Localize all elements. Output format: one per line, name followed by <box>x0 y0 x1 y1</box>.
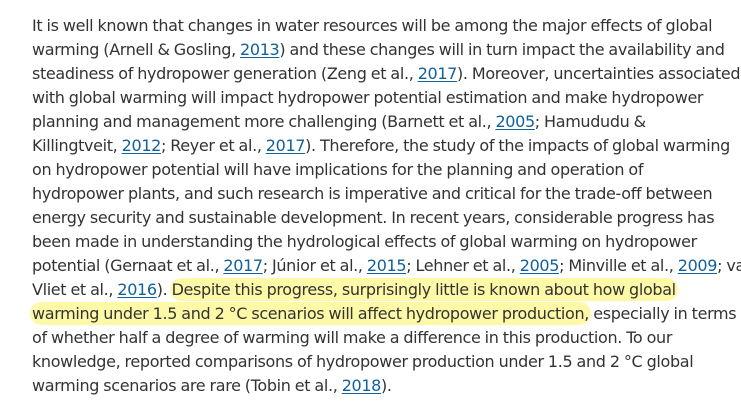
text-line: warming under 1.5 and 2 °C scenarios wil… <box>32 302 737 326</box>
text-line: on hydropower potential will have implic… <box>32 158 732 182</box>
citation-year-link[interactable]: 2009 <box>677 256 718 275</box>
text-line: warming scenarios are rare (Tobin et al.… <box>32 374 732 398</box>
body-text: ; Lehner et al., <box>406 256 520 275</box>
body-text: hydropower plants, and such research is … <box>32 184 713 203</box>
citation-year-link[interactable]: 2013 <box>240 40 280 59</box>
body-text: ). Moreover, uncertainties associated <box>457 64 741 83</box>
body-text: knowledge, reported comparisons of hydro… <box>32 352 694 371</box>
body-text: ). Therefore, the study of the impacts o… <box>305 136 730 155</box>
highlighted-text: warming under 1.5 and 2 °C scenarios wil… <box>32 304 589 323</box>
citation-year-link[interactable]: 2015 <box>366 256 407 275</box>
body-text: Killingtveit, <box>32 136 122 155</box>
citation-year-link[interactable]: 2005 <box>495 112 535 131</box>
body-text: warming (Arnell & Gosling, <box>32 40 241 59</box>
text-line: warming (Arnell & Gosling, 2013) and the… <box>32 38 732 62</box>
body-text: energy security and sustainable developm… <box>32 208 715 227</box>
text-line: hydropower plants, and such research is … <box>32 182 732 206</box>
body-text: ; van <box>717 256 741 275</box>
body-text: especially in terms <box>589 304 737 323</box>
body-text: Vliet et al., <box>32 280 118 299</box>
text-line: Vliet et al., 2016). Despite this progre… <box>32 278 732 302</box>
body-text: ). <box>156 280 172 299</box>
body-text: ; Hamududu & <box>534 112 646 131</box>
text-line: energy security and sustainable developm… <box>32 206 732 230</box>
text-line: It is well known that changes in water r… <box>32 14 732 38</box>
body-text: with global warming will impact hydropow… <box>32 88 704 107</box>
article-paragraph: It is well known that changes in water r… <box>32 14 741 398</box>
body-text: on hydropower potential will have implic… <box>32 160 644 179</box>
body-text: planning and management more challenging… <box>32 112 496 131</box>
text-line: steadiness of hydropower generation (Zen… <box>32 62 741 86</box>
body-text: It is well known that changes in water r… <box>32 16 713 35</box>
text-line: knowledge, reported comparisons of hydro… <box>32 350 732 374</box>
text-line: potential (Gernaat et al., 2017; Júnior … <box>32 254 741 278</box>
body-text: ) and these changes will in turn impact … <box>279 40 725 59</box>
citation-year-link[interactable]: 2018 <box>341 376 382 395</box>
citation-year-link[interactable]: 2017 <box>223 256 263 275</box>
body-text: ; Reyer et al., <box>160 136 266 155</box>
text-line: been made in understanding the hydrologi… <box>32 230 732 254</box>
citation-year-link[interactable]: 2016 <box>117 280 157 299</box>
body-text: steadiness of hydropower generation (Zen… <box>32 64 418 83</box>
highlighted-text: Despite this progress, surprisingly litt… <box>171 280 676 299</box>
citation-year-link[interactable]: 2012 <box>121 136 162 155</box>
body-text: of whether half a degree of warming will… <box>32 328 673 347</box>
text-line: with global warming will impact hydropow… <box>32 86 732 110</box>
body-text: ). <box>381 376 392 395</box>
body-text: warming scenarios are rare (Tobin et al.… <box>32 376 342 395</box>
text-line: Killingtveit, 2012; Reyer et al., 2017).… <box>32 134 732 158</box>
body-text: ; Júnior et al., <box>262 256 367 275</box>
text-line: planning and management more challenging… <box>32 110 732 134</box>
text-line: of whether half a degree of warming will… <box>32 326 732 350</box>
citation-year-link[interactable]: 2017 <box>265 136 306 155</box>
body-text: been made in understanding the hydrologi… <box>32 232 697 251</box>
citation-year-link[interactable]: 2005 <box>519 256 560 275</box>
body-text: ; Minville et al., <box>559 256 678 275</box>
body-text: potential (Gernaat et al., <box>32 256 224 275</box>
citation-year-link[interactable]: 2017 <box>417 64 458 83</box>
